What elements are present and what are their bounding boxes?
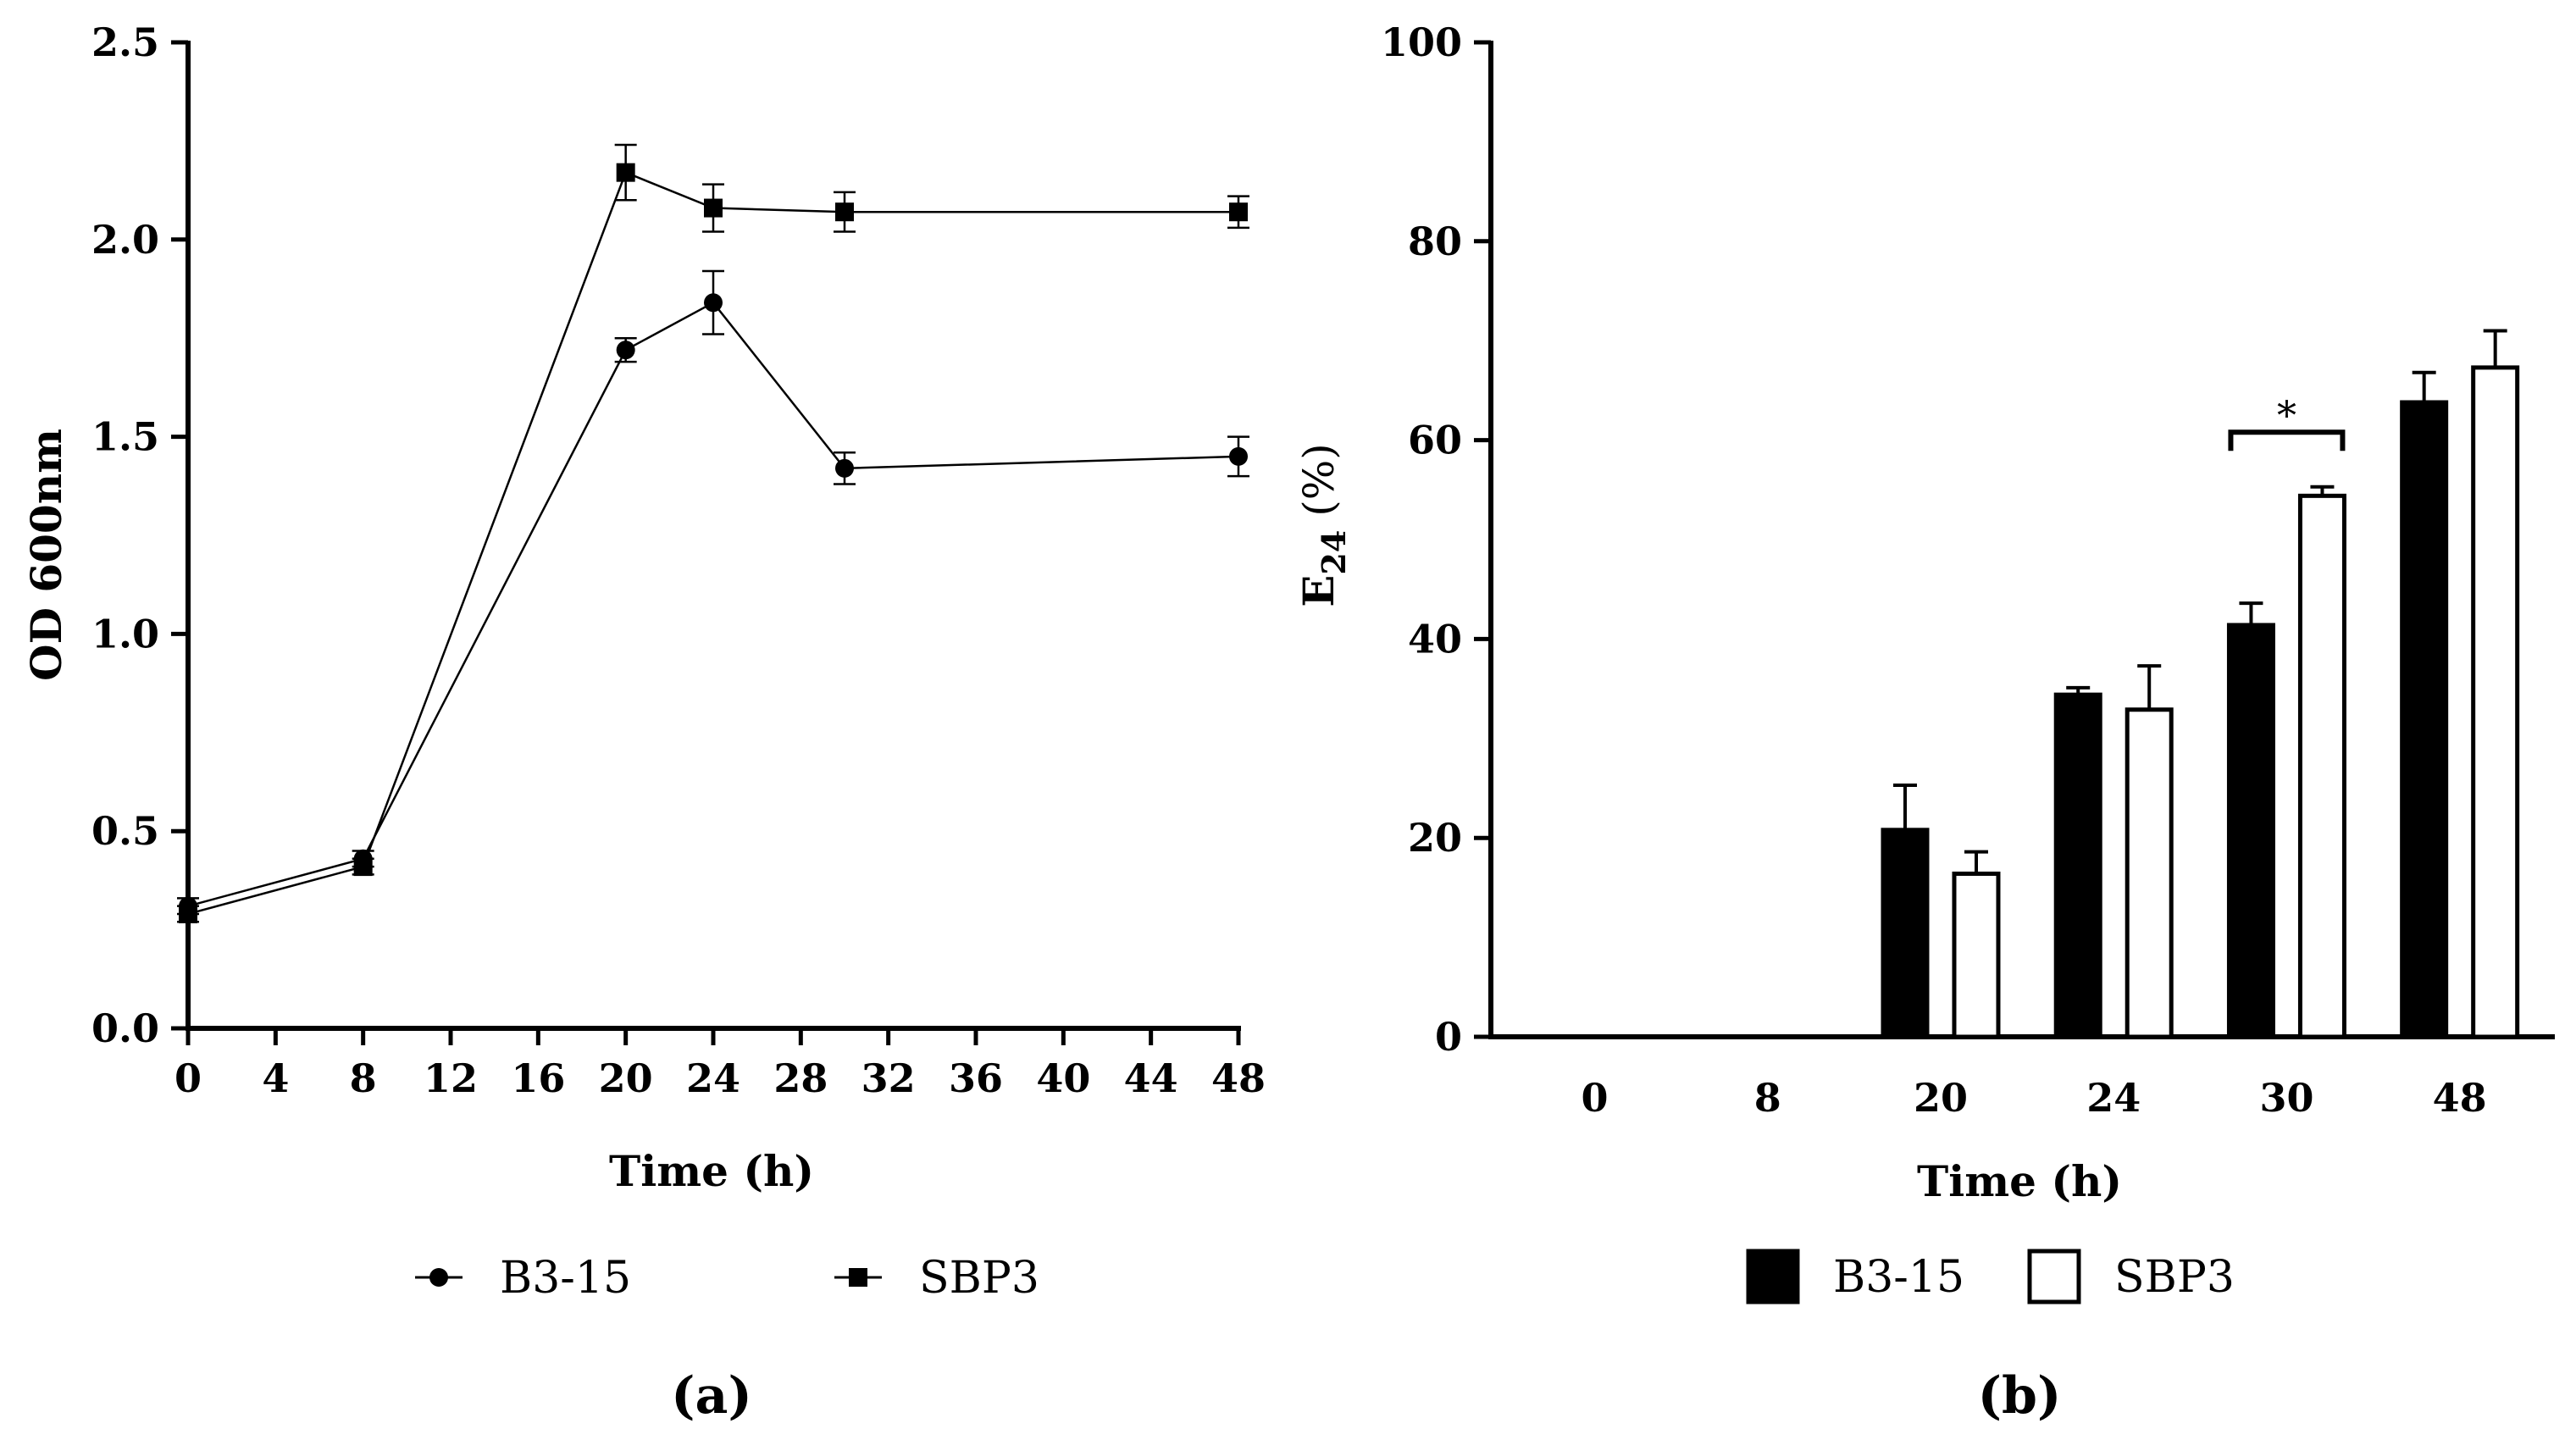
- panel-a-x-axis-title: Time (h): [609, 1146, 814, 1196]
- panel-b-bar: [2400, 400, 2449, 1039]
- panel-a-data-point: [616, 341, 635, 360]
- panel-a-x-tick-label: 20: [599, 1055, 653, 1101]
- panel-a-x-tick-label: 40: [1036, 1055, 1090, 1101]
- panel-a-data-point: [616, 163, 635, 182]
- panel-a-ticks: 0.00.51.01.52.02.50 4 8 12 16 20 24 28 32 36 40 44 4…: [91, 19, 1266, 1101]
- panel-b-x-tick-label: 24: [2086, 1075, 2141, 1121]
- panel-b-annotations: *: [2228, 392, 2346, 451]
- panel-a-legend: B3-15 SBP3: [415, 1253, 1039, 1304]
- panel-b-bar: [2125, 707, 2174, 1039]
- panel-a-series: [177, 143, 1249, 923]
- panel-a-legend-label: SBP3: [919, 1253, 1039, 1304]
- panel-b-x-axis-title: Time (h): [1917, 1156, 2122, 1206]
- panel-b-y-axis-title-subscript: 24: [1315, 530, 1353, 575]
- panel-a-legend-marker: [429, 1268, 448, 1287]
- panel-a-legend-label: B3-15: [500, 1253, 631, 1304]
- panel-b-series-b3-15: [1881, 370, 2449, 1039]
- panel-a-data-point: [179, 904, 197, 923]
- panel-a-x-tick-label: 0: [175, 1055, 202, 1101]
- panel-a-y-tick-label: 2.5: [91, 19, 159, 65]
- panel-b-x-tick-label: 0: [1582, 1075, 1609, 1121]
- panel-b-bar: [2226, 623, 2275, 1039]
- panel-b-ticks: 0 20 40 60 80 100 0 8 20 24 30 48: [1381, 19, 2487, 1121]
- panel-b-y-tick-label: 40: [1408, 616, 1462, 662]
- panel-b-series-sbp3: [1952, 329, 2520, 1039]
- panel-b-x-tick-label: 30: [2259, 1075, 2313, 1121]
- panel-b-significance-bracket: [2228, 429, 2346, 451]
- panel-a-data-point: [835, 458, 854, 478]
- panel-a-y-tick-label: 2.0: [91, 217, 159, 263]
- panel-a-series-line: [187, 171, 1238, 916]
- panel-b-legend-item-b3-15: B3-15: [1746, 1249, 1964, 1304]
- panel-a-data-point: [1229, 446, 1248, 466]
- panel-a-data-point: [704, 293, 723, 313]
- panel-a-data-point: [704, 198, 723, 218]
- panel-b-y-tick-label: 100: [1381, 19, 1462, 65]
- panel-a-x-tick-label: 12: [424, 1055, 478, 1101]
- panel-b-x-tick-label: 8: [1754, 1075, 1781, 1121]
- panel-a-series-line: [187, 301, 1239, 907]
- panel-a-data-point: [835, 202, 854, 222]
- panel-b-legend-swatch: [1746, 1249, 1800, 1304]
- panel-b-legend-label: B3-15: [1833, 1252, 1964, 1303]
- panel-a-x-tick-label: 24: [686, 1055, 740, 1101]
- panel-b-bar: [2053, 692, 2102, 1039]
- panel-b-y-tick-label: 60: [1408, 418, 1462, 463]
- panel-a-x-tick-label: 8: [350, 1055, 377, 1101]
- panel-a-x-tick-label: 16: [511, 1055, 565, 1101]
- panel-b-legend-item-sbp3: SBP3: [2027, 1249, 2235, 1304]
- panel-b-y-axis-title-unit: (%): [1294, 443, 1343, 529]
- panel-b-x-tick-label: 20: [1914, 1075, 1968, 1121]
- panel-b-legend-swatch: [2027, 1249, 2081, 1304]
- panel-a-legend-marker: [849, 1268, 867, 1287]
- panel-a-x-tick-label: 48: [1211, 1055, 1266, 1101]
- panel-a-data-point: [353, 857, 373, 877]
- panel-b-bar: [2471, 365, 2520, 1039]
- panel-b-axes: [1488, 41, 2555, 1039]
- panel-a-line-chart: 0.00.51.01.52.02.50 4 8 12 16 20 24 28 32 36 40 44 4…: [21, 19, 1266, 1426]
- panel-a-label: (a): [671, 1366, 752, 1426]
- panel-a-x-tick-label: 44: [1124, 1055, 1178, 1101]
- panel-b-y-axis-title: E24 (%): [1294, 443, 1353, 606]
- panel-a-y-axis-title: OD 600nm: [21, 429, 71, 681]
- panel-b-y-axis-title-main: E: [1294, 575, 1343, 607]
- panel-b-label: (b): [1978, 1366, 2062, 1426]
- panel-b-bar: [2297, 493, 2346, 1039]
- panel-b-y-tick-label: 20: [1408, 815, 1462, 861]
- panel-a-x-tick-label: 36: [949, 1055, 1003, 1101]
- panel-a-y-tick-label: 0.0: [91, 1005, 159, 1051]
- panel-a-legend-item-sbp3: SBP3: [834, 1253, 1039, 1304]
- panel-a-series-sbp3: [177, 143, 1249, 923]
- panel-b-x-tick-label: 48: [2433, 1075, 2487, 1121]
- panel-b-bar: [1952, 871, 2001, 1039]
- panel-b-bars: [1881, 329, 2520, 1039]
- panel-b-significance-star: *: [2277, 392, 2296, 438]
- panel-b-y-tick-label: 0: [1435, 1014, 1462, 1060]
- panel-b-legend: B3-15 SBP3: [1746, 1249, 2235, 1304]
- panel-b-legend-label: SBP3: [2114, 1252, 2235, 1303]
- panel-a-y-tick-label: 1.0: [91, 611, 159, 656]
- panel-a-x-tick-label: 4: [262, 1055, 289, 1101]
- panel-a-legend-item-b3-15: B3-15: [415, 1253, 631, 1304]
- panel-a-y-tick-label: 0.5: [91, 808, 159, 854]
- panel-a-x-tick-label: 28: [773, 1055, 828, 1101]
- panel-a-y-tick-label: 1.5: [91, 414, 159, 460]
- panel-a-data-point: [1229, 202, 1248, 222]
- panel-a-x-tick-label: 32: [861, 1055, 916, 1101]
- panel-b-significance-annotation: *: [2228, 392, 2346, 451]
- panel-a-series-b3-15: [177, 269, 1249, 916]
- panel-b-bar: [1881, 828, 1930, 1039]
- panel-b-y-tick-label: 80: [1408, 219, 1462, 264]
